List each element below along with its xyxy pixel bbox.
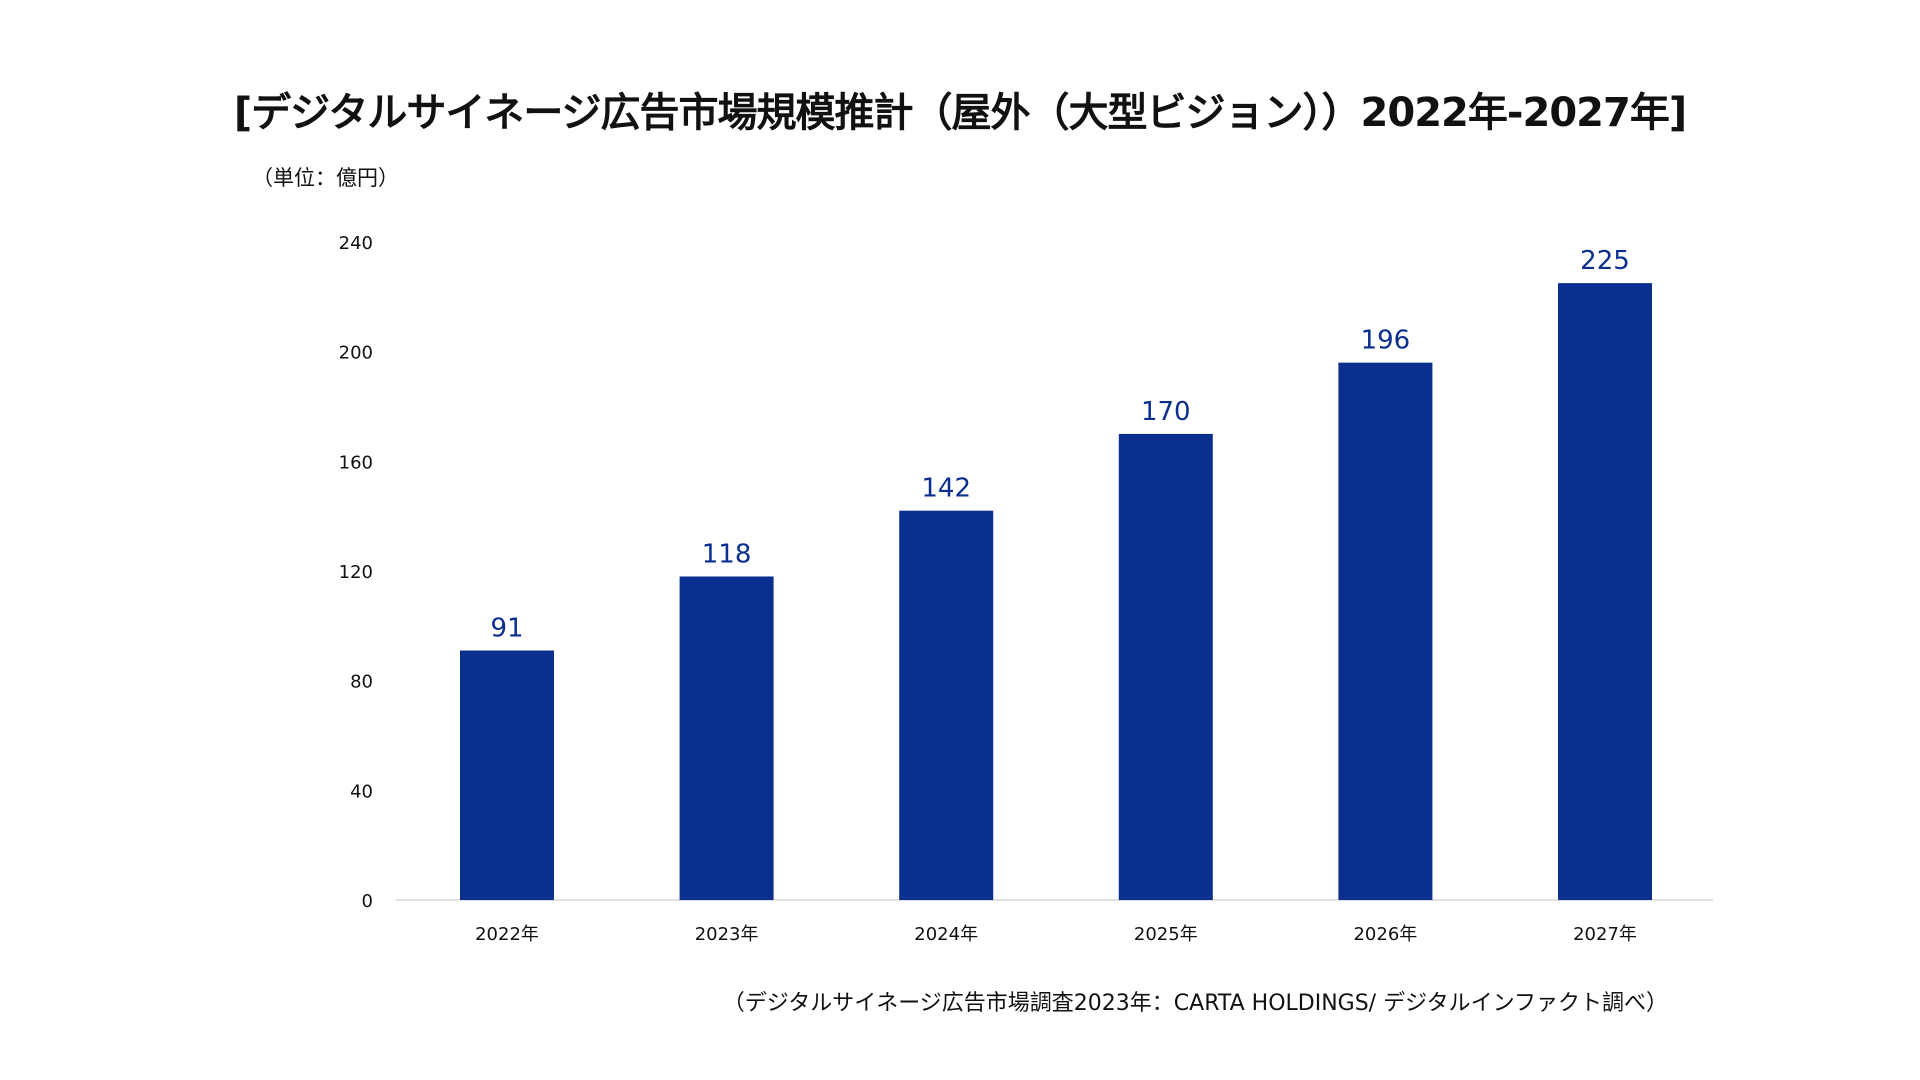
y-tick-label: 160 — [339, 452, 373, 473]
x-tick-label: 2023年 — [695, 924, 759, 945]
chart-title: [デジタルサイネージ広告市場規模推計（屋外（大型ビジョン））2022年-2027… — [233, 90, 1687, 136]
y-tick-label: 40 — [350, 781, 373, 802]
bar — [679, 576, 774, 900]
data-label: 170 — [1141, 397, 1191, 427]
x-tick-label: 2024年 — [914, 924, 978, 945]
x-tick-label: 2026年 — [1353, 924, 1417, 945]
bar — [460, 650, 554, 900]
data-label: 196 — [1361, 326, 1411, 356]
y-tick-label: 200 — [339, 343, 373, 364]
y-tick-label: 0 — [362, 891, 373, 912]
y-tick-label: 80 — [350, 672, 373, 693]
x-tick-label: 2022年 — [475, 924, 539, 945]
y-tick-label: 120 — [339, 562, 373, 583]
y-tick-label: 240 — [339, 233, 373, 254]
data-label: 142 — [921, 474, 971, 504]
bar — [899, 510, 994, 900]
data-label: 225 — [1580, 246, 1630, 276]
bar — [1338, 362, 1433, 901]
x-tick-label: 2027年 — [1573, 924, 1637, 945]
unit-label: （単位：億円） — [252, 166, 399, 190]
x-tick-label: 2025年 — [1134, 924, 1198, 945]
data-label: 91 — [490, 614, 523, 644]
bar — [1118, 433, 1213, 900]
source-note: （デジタルサイネージ広告市場調査2023年：CARTA HOLDINGS/ デジ… — [722, 991, 1668, 1016]
data-label: 118 — [702, 539, 752, 569]
bar — [1558, 283, 1652, 900]
